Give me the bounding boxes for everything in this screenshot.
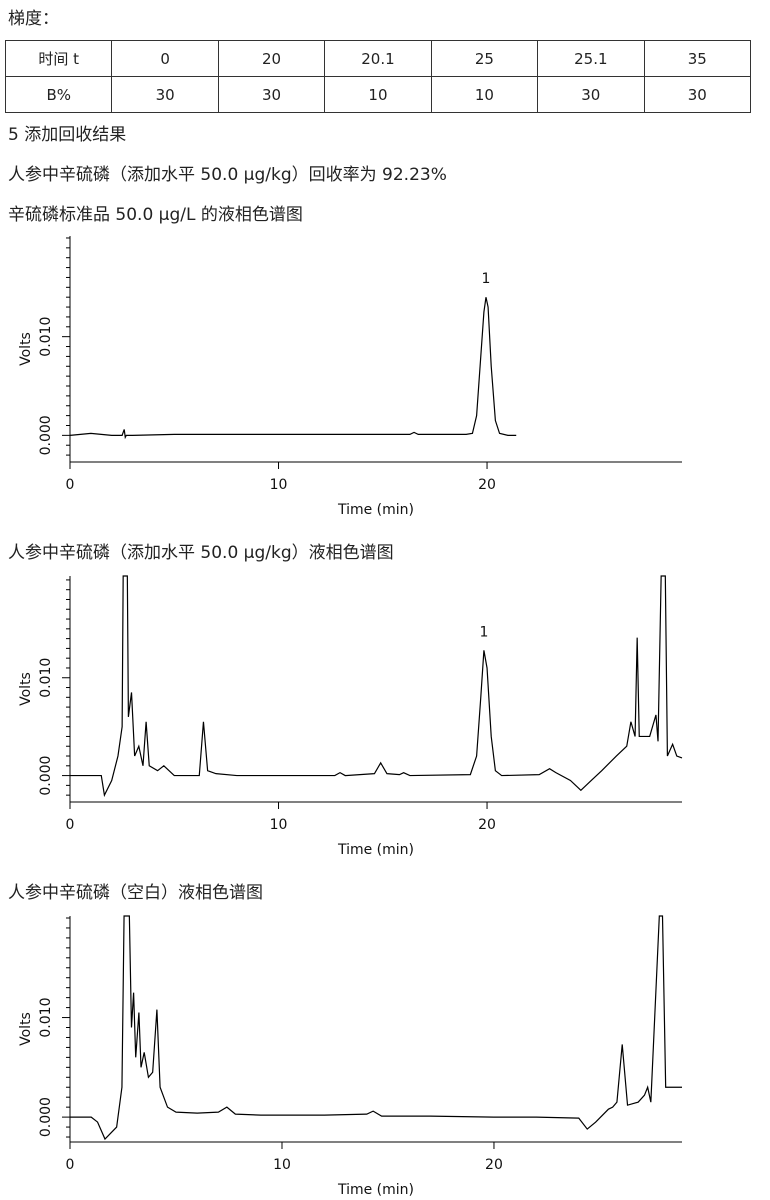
trace	[69, 297, 517, 440]
y-tick-label: 0.000	[38, 415, 54, 455]
table-cell: 10	[430, 76, 539, 113]
x-tick-label: 10	[270, 477, 288, 493]
table-cell: 25.1	[537, 40, 645, 77]
y-axis-label: Volts	[18, 672, 34, 706]
table-cell: 20.1	[324, 40, 432, 77]
section-heading: 5 添加回收结果	[8, 125, 127, 145]
x-axis-label: Time (min)	[337, 502, 414, 518]
y-axis-label: Volts	[18, 1012, 34, 1046]
x-tick-label: 10	[270, 817, 288, 833]
y-tick-label: 0.000	[38, 1097, 54, 1137]
x-tick-label: 20	[485, 1157, 503, 1173]
x-tick-label: 0	[66, 1157, 75, 1173]
x-tick-label: 20	[478, 817, 496, 833]
table-cell: 35	[643, 40, 752, 77]
y-tick-label: 0.010	[38, 317, 54, 357]
table-cell: 30	[537, 76, 645, 113]
x-axis-label: Time (min)	[337, 842, 414, 858]
trace	[70, 915, 682, 1141]
x-tick-label: 0	[66, 817, 75, 833]
chart: 0.000 0.010 0 10 20 Time (min) Volts 1	[18, 575, 683, 858]
y-axis-label: Volts	[18, 332, 34, 366]
paragraph: 人参中辛硫磷（添加水平 50.0 μg/kg）回收率为 92.23%	[8, 165, 447, 185]
peak-label: 1	[482, 271, 491, 287]
y-tick-label: 0.000	[38, 756, 54, 796]
chart-caption: 人参中辛硫磷（添加水平 50.0 μg/kg）液相色谱图	[8, 543, 394, 563]
trace	[70, 575, 683, 798]
x-tick-label: 20	[478, 477, 496, 493]
table-cell: 20	[217, 40, 326, 77]
table-cell: 30	[217, 76, 326, 113]
y-tick-label: 0.010	[38, 998, 54, 1038]
gradient-table: 时间 t 0 20 20.1 25 25.1 35 B% 30 30 10 10 30 30	[4, 40, 752, 113]
x-tick-label: 0	[66, 477, 75, 493]
table-row: 时间 t 0 20 20.1 25 25.1 35	[4, 40, 752, 77]
chart-caption: 辛硫磷标准品 50.0 μg/L 的液相色谱图	[8, 205, 303, 225]
table-cell: 0	[111, 40, 219, 77]
table-cell: 25	[430, 40, 539, 77]
y-tick-label: 0.010	[38, 658, 54, 698]
chart: 0.000 0.010 0 10 20 Time (min) Volts	[18, 915, 682, 1198]
peak-label: 1	[479, 624, 488, 640]
table-cell: 30	[111, 76, 219, 113]
chart-caption: 人参中辛硫磷（空白）液相色谱图	[8, 883, 263, 903]
table-row: B% 30 30 10 10 30 30	[4, 76, 752, 113]
table-cell: 时间 t	[4, 40, 113, 77]
table-cell: 10	[324, 76, 432, 113]
heading: 梯度：	[8, 9, 59, 29]
table-cell: B%	[4, 76, 113, 113]
x-tick-label: 10	[273, 1157, 291, 1173]
chart: 0.000 0.010 0 10 20 Time (min) Volts 1	[18, 236, 682, 518]
table-cell: 30	[643, 76, 752, 113]
x-axis-label: Time (min)	[337, 1182, 414, 1198]
